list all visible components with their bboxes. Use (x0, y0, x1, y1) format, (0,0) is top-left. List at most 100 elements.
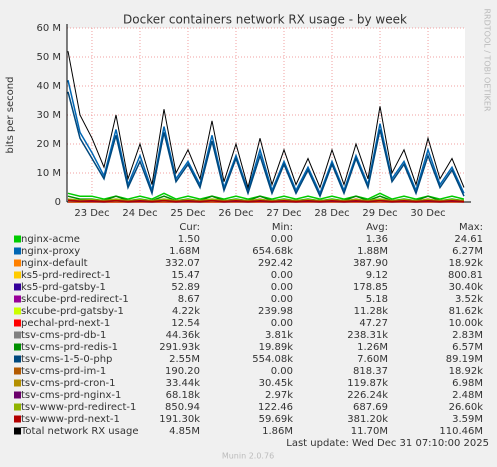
legend-swatch (14, 259, 21, 267)
legend-value: 1.36 (366, 234, 388, 245)
legend-value: 687.69 (353, 402, 388, 413)
y-tick-label: 40 M (36, 81, 61, 92)
legend-value: 0.00 (271, 270, 293, 281)
legend-value: 44.36k (166, 330, 201, 341)
legend-value: 292.42 (258, 258, 293, 269)
y-tick-label: 60 M (36, 23, 61, 34)
legend-header: Max: (459, 222, 483, 233)
series-line (67, 51, 465, 190)
legend-value: 59.69k (259, 414, 294, 425)
legend-value: 8.67 (178, 294, 200, 305)
legend-value: 18.92k (449, 258, 484, 269)
legend-value: 0.00 (271, 318, 293, 329)
legend-value: 47.27 (359, 318, 388, 329)
legend-name: ks5-prd-redirect-1 (21, 270, 111, 281)
legend-swatch (14, 343, 21, 351)
legend-name: tsv-cms-1-5-0-php (21, 354, 112, 365)
legend-value: 9.12 (366, 270, 388, 281)
last-update: Last update: Wed Dec 31 07:10:00 2025 (286, 438, 489, 449)
legend-swatch (14, 307, 21, 315)
legend-value: 26.60k (449, 402, 484, 413)
legend-header: Avg: (366, 222, 388, 233)
legend-name: tsv-cms-prd-cron-1 (21, 378, 116, 389)
legend-value: 3.59M (452, 414, 483, 425)
legend-value: 119.87k (347, 378, 388, 389)
legend-value: 2.55M (169, 354, 200, 365)
legend-value: 0.00 (271, 234, 293, 245)
legend-value: 81.62k (449, 306, 484, 317)
footer: Munin 2.0.76 (222, 452, 274, 461)
x-tick-label: 26 Dec (218, 208, 253, 219)
legend-value: 1.88M (357, 246, 388, 257)
y-tick-label: 10 M (36, 168, 61, 179)
legend-value: 89.19M (446, 354, 483, 365)
legend-value: 10.00k (449, 318, 484, 329)
legend-value: 11.70M (351, 426, 388, 437)
legend-header: Min: (272, 222, 293, 233)
legend-value: 0.00 (271, 282, 293, 293)
legend-value: 2.83M (452, 330, 483, 341)
legend-name: skcube-prd-gatsby-1 (21, 306, 124, 317)
legend-value: 191.30k (159, 414, 200, 425)
legend-value: 800.81 (448, 270, 483, 281)
x-tick-label: 30 Dec (410, 208, 445, 219)
legend-name: tsv-www-prd-next-1 (21, 414, 120, 425)
legend-value: 30.40k (449, 282, 484, 293)
legend-value: 68.18k (166, 390, 201, 401)
legend-value: 2.97k (265, 390, 293, 401)
legend-swatch (14, 415, 21, 423)
y-tick-label: 20 M (36, 139, 61, 150)
legend-value: 0.00 (271, 366, 293, 377)
legend-name: tsv-cms-prd-im-1 (21, 366, 106, 377)
legend-value: 12.54 (171, 318, 200, 329)
legend-swatch (14, 295, 21, 303)
legend-name: skcube-prd-redirect-1 (21, 294, 129, 305)
legend-value: 332.07 (165, 258, 200, 269)
legend-swatch (14, 379, 21, 387)
legend-value: 178.85 (353, 282, 388, 293)
legend-swatch (14, 319, 21, 327)
y-tick-label: 50 M (36, 52, 61, 63)
legend-name: pechal-prd-next-1 (21, 318, 110, 329)
side-text: RRDTOOL / TOBI OETIKER (483, 8, 492, 111)
legend-value: 654.68k (252, 246, 293, 257)
legend-name: ks5-prd-gatsby-1 (21, 282, 106, 293)
legend-value: 387.90 (353, 258, 388, 269)
legend-value: 554.08k (252, 354, 293, 365)
legend-name: nginx-proxy (21, 246, 80, 257)
legend-value: 818.37 (353, 366, 388, 377)
legend-swatch (14, 283, 21, 291)
legend-value: 291.93k (159, 342, 200, 353)
legend-value: 4.85M (169, 426, 200, 437)
x-tick-label: 29 Dec (362, 208, 397, 219)
legend-swatch (14, 331, 21, 339)
legend-swatch (14, 391, 21, 399)
legend-name: tsv-cms-prd-nginx-1 (21, 390, 121, 401)
legend-name: tsv-cms-prd-db-1 (21, 330, 106, 341)
legend-value: 6.27M (452, 246, 483, 257)
x-tick-label: 25 Dec (170, 208, 205, 219)
legend-swatch (14, 355, 21, 363)
legend-swatch (14, 235, 21, 243)
legend-value: 226.24k (347, 390, 388, 401)
legend-value: 24.61 (454, 234, 483, 245)
legend-value: 239.98 (258, 306, 293, 317)
legend-value: 15.47 (171, 270, 200, 281)
legend-value: 1.26M (357, 342, 388, 353)
legend-value: 6.57M (452, 342, 483, 353)
legend-swatch (14, 403, 21, 411)
series-line (67, 80, 465, 196)
legend-value: 238.31k (347, 330, 388, 341)
legend-name: Total network RX usage (20, 426, 138, 437)
series-line (67, 198, 465, 202)
series-line (67, 91, 465, 199)
y-tick-label: 0 (55, 197, 61, 208)
y-axis-label: bits per second (5, 77, 16, 154)
legend-value: 30.45k (259, 378, 294, 389)
legend-name: nginx-acme (21, 234, 80, 245)
legend-value: 52.89 (171, 282, 200, 293)
legend-value: 2.48M (452, 390, 483, 401)
x-tick-label: 24 Dec (122, 208, 157, 219)
legend-value: 3.52k (455, 294, 483, 305)
